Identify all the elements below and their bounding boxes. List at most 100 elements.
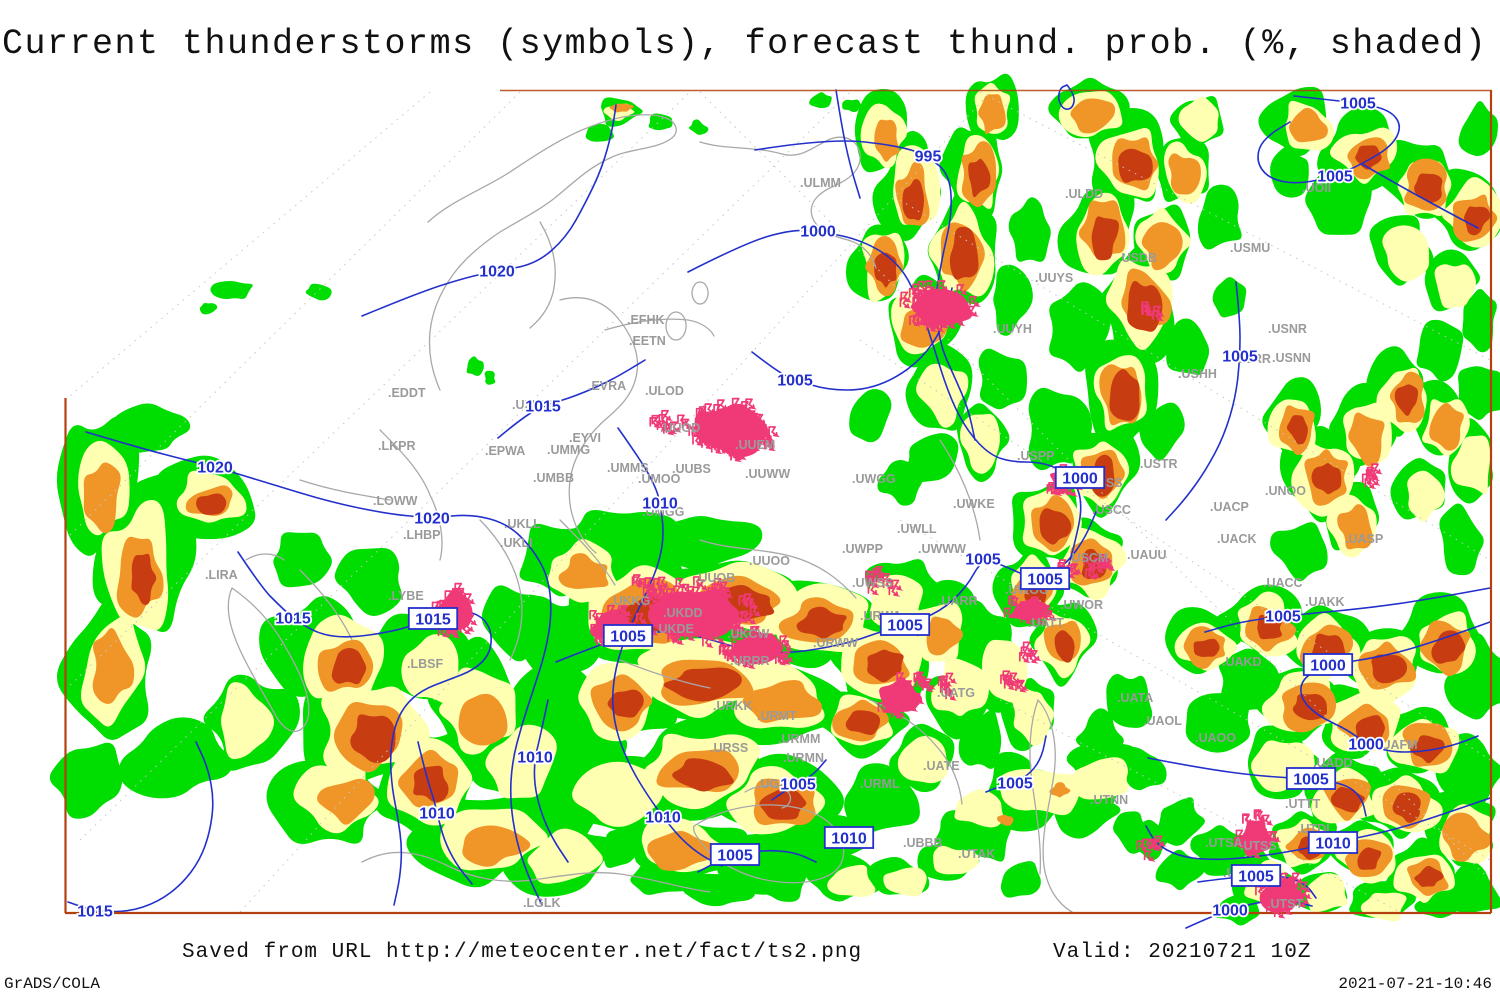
creation-timestamp: 2021-07-21-10:46 [1338,975,1492,993]
svg-text:.UWPP: .UWPP [842,542,883,556]
svg-text:.URRR: .URRR [730,654,770,668]
svg-text:.LIRA: .LIRA [205,568,238,582]
svg-text:1005: 1005 [887,618,923,635]
svg-text:.UUBS: .UUBS [672,462,711,476]
svg-text:.UOII: .UOII [1302,181,1331,195]
svg-text:1005: 1005 [1317,169,1353,186]
svg-text:1005: 1005 [780,777,816,794]
svg-text:1020: 1020 [197,460,233,477]
valid-time-text: Valid: 20210721 10Z [1053,941,1312,964]
svg-text:.USNN: .USNN [1272,351,1311,365]
svg-text:1010: 1010 [642,496,678,513]
svg-text:.UTNN: .UTNN [1090,793,1128,807]
svg-text:.UWOR: .UWOR [1060,598,1103,612]
svg-text:1010: 1010 [517,750,553,767]
station-labels: .ULMM .ULDD .USDB .UUYS .UUYH .UOII .USMU .USNR… [205,176,1418,911]
svg-text:.UKLL: .UKLL [504,517,541,531]
svg-text:.UUYH: .UUYH [993,322,1032,336]
svg-text:1005: 1005 [1293,772,1329,789]
svg-text:.UTAK: .UTAK [958,847,995,861]
svg-text:1005: 1005 [1222,349,1258,366]
svg-text:.EETN: .EETN [629,334,666,348]
svg-text:.UKKG: .UKKG [610,594,650,608]
svg-text:.UAKK: .UAKK [1305,595,1345,609]
svg-text:.UNOO: .UNOO [1265,484,1306,498]
svg-text:.URMM: .URMM [778,732,820,746]
svg-text:.UUOD: .UUOD [660,421,700,435]
page-title: Current thunderstorms (symbols), forecas… [2,24,1488,64]
svg-text:.UWGG: .UWGG [852,472,896,486]
svg-text:.UMBB: .UMBB [533,471,574,485]
svg-text:.UKDE: .UKDE [655,622,694,636]
svg-text:1005: 1005 [1027,572,1063,589]
svg-text:1000: 1000 [1062,471,1098,488]
svg-text:.UMKK: .UMKK [512,398,553,412]
svg-text:.UWLL: .UWLL [897,522,937,536]
svg-text:1015: 1015 [77,904,113,921]
svg-text:1005: 1005 [997,776,1033,793]
svg-text:.LBSF: .LBSF [407,657,443,671]
svg-text:1005: 1005 [717,848,753,865]
svg-text:.UARR: .UARR [938,594,978,608]
svg-text:.USCC: .USCC [1092,503,1131,517]
svg-text:.EFHK: .EFHK [627,313,665,327]
svg-text:.USTR: .USTR [1140,457,1178,471]
svg-text:.UUYS: .UUYS [1035,271,1073,285]
svg-text:.UKLI: .UKLI [500,536,533,550]
svg-text:1010: 1010 [645,810,681,827]
svg-text:1010: 1010 [419,806,455,823]
svg-text:.USRR: .USRR [1232,352,1271,366]
svg-text:1005: 1005 [610,629,646,646]
svg-text:1010: 1010 [831,831,867,848]
svg-text:.EPWA: .EPWA [485,444,525,458]
svg-text:.UATG: .UATG [937,686,975,700]
svg-text:.UWSS: .UWSS [852,576,893,590]
svg-text:.UTTT: .UTTT [1285,797,1321,811]
graticule-lines [64,91,1491,913]
svg-text:.UTST: .UTST [1267,897,1303,911]
grads-cola-credit: GrADS/COLA [4,975,101,993]
svg-text:1005: 1005 [1238,869,1274,886]
saved-from-url-text: Saved from URL http://meteocenter.net/fa… [182,941,863,964]
svg-text:.ULMM: .ULMM [800,176,841,190]
svg-text:.EVRA: .EVRA [588,379,626,393]
svg-text:1005: 1005 [1265,609,1301,626]
svg-text:1000: 1000 [1212,903,1248,920]
svg-text:1010: 1010 [1315,836,1351,853]
svg-text:.USDB: .USDB [1118,251,1157,265]
svg-text:.UWWW: .UWWW [918,542,966,556]
svg-text:1020: 1020 [414,511,450,528]
svg-text:.USCM: .USCM [1068,551,1108,565]
svg-text:.UGKO: .UGKO [757,777,798,791]
svg-text:.UAUU: .UAUU [1127,548,1167,562]
svg-text:.USMU: .USMU [1230,241,1270,255]
svg-text:.USNR: .USNR [1268,322,1307,336]
coastlines [227,114,1073,913]
svg-text:.URKK: .URKK [713,699,753,713]
svg-text:.UBBB: .UBBB [903,836,943,850]
svg-text:.UACK: .UACK [1217,532,1257,546]
svg-text:1020: 1020 [479,264,515,281]
svg-text:.UUWW: .UUWW [745,467,790,481]
map-frame [64,89,1493,915]
svg-text:.URSS: .URSS [710,741,748,755]
svg-text:1000: 1000 [800,224,836,241]
svg-text:.UAOL: .UAOL [1143,714,1182,728]
svg-text:1005: 1005 [777,373,813,390]
svg-text:.UMGG: .UMGG [642,505,684,519]
svg-text:.UMMG: .UMMG [547,443,590,457]
svg-text:1005: 1005 [1340,96,1376,113]
svg-text:1005: 1005 [965,552,1001,569]
svg-text:.UADD: .UADD [1313,756,1353,770]
svg-text:1000: 1000 [1310,658,1346,675]
svg-text:.UACC: .UACC [1263,576,1303,590]
svg-text:.UUOO: .UUOO [749,554,790,568]
svg-text:.EYVI: .EYVI [569,431,601,445]
svg-text:.UATA: .UATA [1117,691,1153,705]
svg-text:.LHBP: .LHBP [403,528,441,542]
svg-text:.UWKE: .UWKE [953,497,995,511]
svg-text:1000: 1000 [1348,737,1384,754]
svg-text:1015: 1015 [525,399,561,416]
svg-text:.UMMS: .UMMS [607,461,649,475]
